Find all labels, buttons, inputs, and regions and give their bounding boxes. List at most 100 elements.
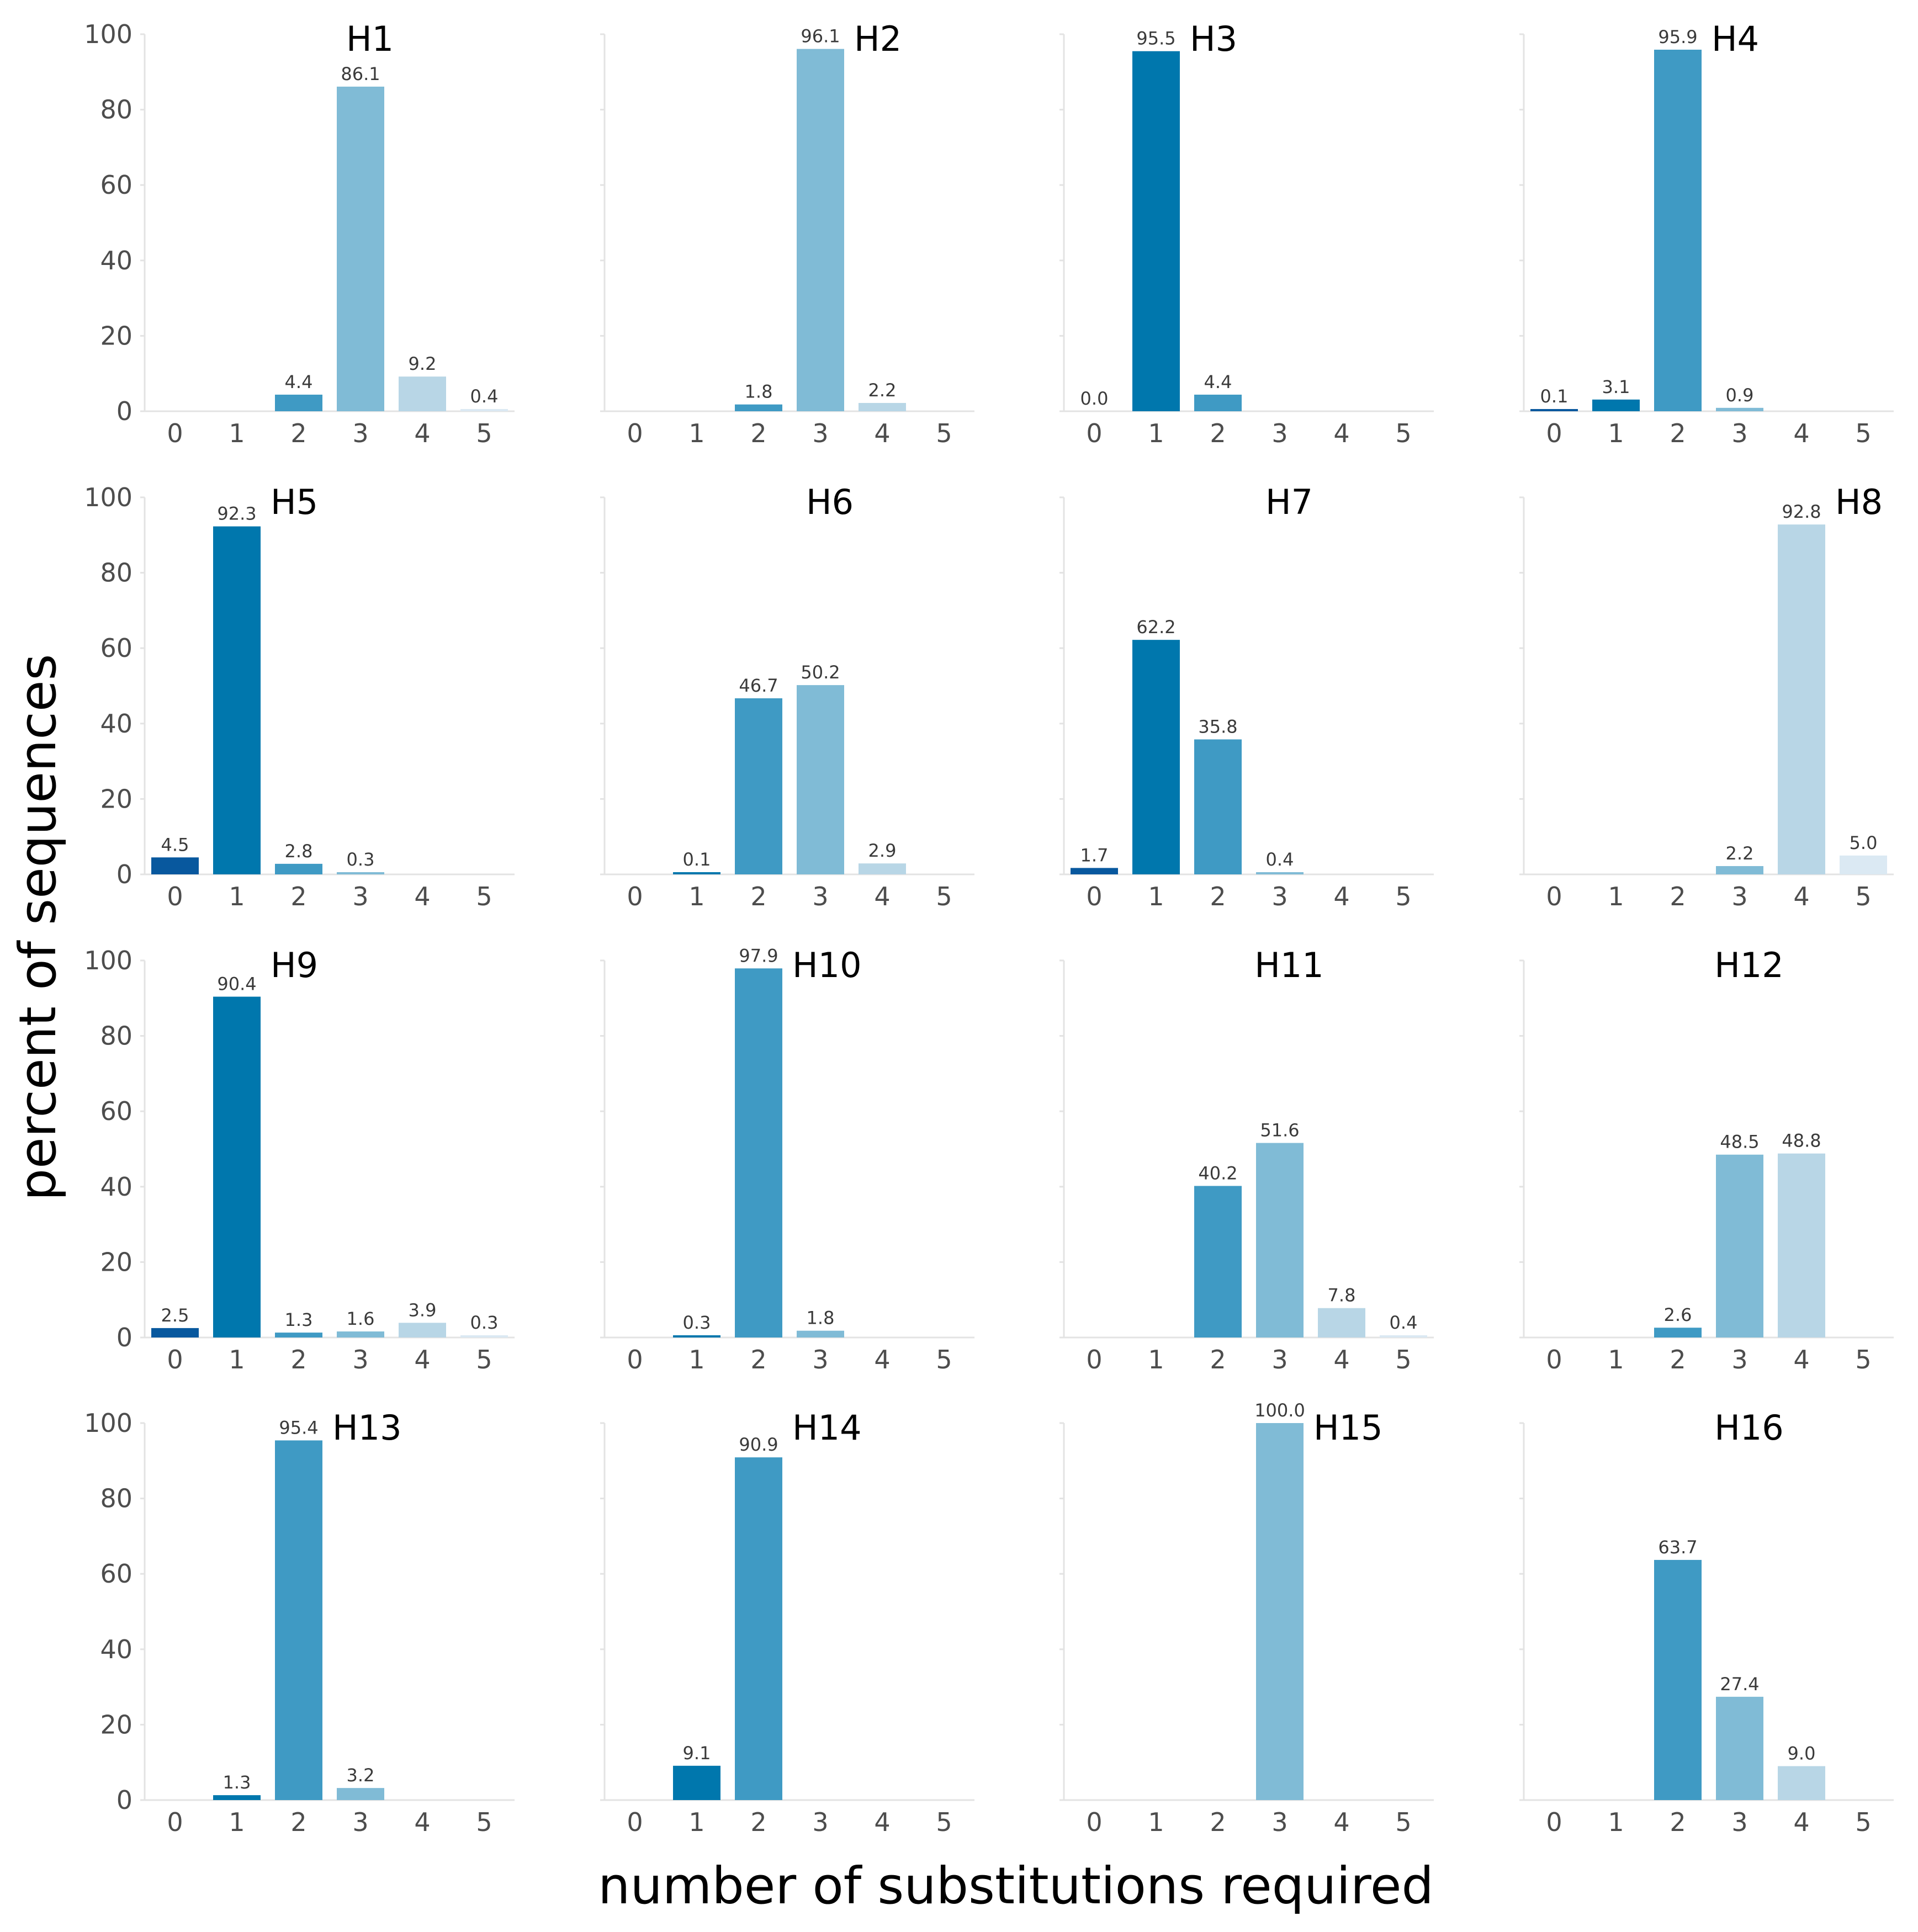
x-tick-label: 1 — [1148, 882, 1164, 911]
bar — [735, 968, 782, 1337]
x-tick-label: 1 — [688, 418, 704, 448]
data-label: 4.5 — [161, 834, 189, 855]
data-label: 0.4 — [1266, 849, 1294, 870]
bar — [213, 1795, 261, 1800]
panel-title: H15 — [1313, 1408, 1383, 1448]
data-label: 48.8 — [1782, 1130, 1821, 1151]
x-tick-label: 0 — [1086, 1807, 1102, 1837]
panel-title: H3 — [1190, 19, 1237, 59]
panel-title: H13 — [332, 1408, 402, 1448]
y-tick-label: 40 — [100, 709, 133, 739]
data-label: 0.4 — [470, 386, 499, 407]
panel-h2: 0 1 2 1.8 3 96.1 4 2.2 5 H2 — [600, 19, 974, 448]
x-tick-label: 4 — [1333, 418, 1349, 448]
x-tick-label: 4 — [874, 882, 890, 911]
x-tick-label: 1 — [1608, 882, 1624, 911]
data-label: 95.4 — [279, 1417, 318, 1438]
data-label: 5.0 — [1850, 832, 1878, 853]
x-tick-label: 2 — [1670, 882, 1686, 911]
data-label: 2.2 — [1726, 843, 1754, 864]
panel-h13: 0 20 40 60 80 100 0 1 1.3 2 95.4 3 3.2 4 5 H13 — [84, 1408, 515, 1837]
data-label: 0.3 — [683, 1312, 711, 1333]
x-tick-label: 0 — [167, 1345, 183, 1374]
bar — [1840, 855, 1887, 874]
bar — [1778, 1766, 1825, 1800]
data-label: 9.2 — [409, 353, 437, 374]
x-tick-label: 4 — [874, 418, 890, 448]
y-tick-label: 60 — [100, 1559, 133, 1589]
bar — [1530, 409, 1578, 411]
bar — [337, 86, 384, 411]
x-tick-label: 3 — [352, 418, 368, 448]
bar — [673, 1335, 720, 1337]
x-tick-label: 3 — [812, 882, 828, 911]
y-tick-label: 80 — [100, 558, 133, 588]
x-tick-label: 5 — [476, 1807, 492, 1837]
panel-title: H1 — [346, 19, 394, 59]
bar — [275, 394, 322, 411]
x-tick-label: 0 — [1086, 418, 1102, 448]
y-tick-label: 80 — [100, 1484, 133, 1514]
y-tick-label: 100 — [84, 1408, 133, 1438]
x-tick-label: 2 — [1670, 1345, 1686, 1374]
data-label: 3.2 — [347, 1765, 375, 1786]
panel-title: H10 — [792, 945, 862, 985]
data-label: 1.6 — [347, 1308, 375, 1329]
data-label: 1.8 — [807, 1308, 835, 1329]
data-label: 1.3 — [285, 1309, 313, 1330]
x-tick-label: 2 — [1670, 1807, 1686, 1837]
bar — [1194, 1186, 1242, 1337]
bar — [213, 996, 261, 1337]
x-tick-label: 1 — [1608, 418, 1624, 448]
data-label: 7.8 — [1328, 1285, 1356, 1306]
bar — [1318, 1308, 1365, 1337]
y-tick-label: 20 — [100, 321, 133, 351]
panel-title: H7 — [1265, 482, 1313, 522]
x-tick-label: 3 — [352, 1345, 368, 1374]
x-tick-label: 3 — [812, 1807, 828, 1837]
panel-h7: 0 1.7 1 62.2 2 35.8 3 0.4 4 5 H7 — [1059, 482, 1434, 911]
data-label: 1.3 — [223, 1772, 251, 1793]
x-tick-label: 5 — [1855, 882, 1871, 911]
data-label: 86.1 — [341, 63, 380, 84]
x-tick-label: 0 — [1546, 882, 1562, 911]
bar — [673, 872, 720, 874]
bar — [859, 863, 906, 874]
data-label: 95.9 — [1658, 26, 1697, 47]
x-tick-label: 0 — [167, 1807, 183, 1837]
x-tick-label: 0 — [167, 882, 183, 911]
bar — [1716, 407, 1763, 411]
panel-h6: 0 1 0.1 2 46.7 3 50.2 4 2.9 5 H6 — [600, 482, 974, 911]
x-tick-label: 1 — [229, 1807, 245, 1837]
x-tick-label: 1 — [1148, 418, 1164, 448]
x-tick-label: 0 — [1086, 1345, 1102, 1374]
data-label: 95.5 — [1136, 28, 1175, 49]
x-tick-label: 3 — [812, 1345, 828, 1374]
y-tick-label: 20 — [100, 1710, 133, 1739]
x-tick-label: 4 — [1333, 882, 1349, 911]
x-tick-label: 4 — [1333, 1345, 1349, 1374]
panel-h4: 0 0.1 1 3.1 2 95.9 3 0.9 4 5 H4 — [1519, 19, 1894, 448]
bar — [735, 1457, 782, 1800]
x-tick-label: 0 — [1546, 1345, 1562, 1374]
bar — [1380, 1335, 1427, 1337]
panel-h12: 0 1 2 2.6 3 48.5 4 48.8 5 H12 — [1519, 945, 1894, 1374]
x-tick-label: 5 — [936, 418, 952, 448]
panel-h3: 0 0.0 1 95.5 2 4.4 3 4 5 H3 — [1059, 19, 1434, 448]
bar — [1716, 1154, 1763, 1337]
x-tick-label: 5 — [936, 882, 952, 911]
bar — [275, 863, 322, 874]
x-tick-label: 1 — [688, 882, 704, 911]
data-label: 9.1 — [683, 1743, 711, 1764]
x-tick-label: 1 — [229, 418, 245, 448]
y-tick-label: 100 — [84, 19, 133, 49]
bar — [1592, 399, 1640, 411]
y-tick-label: 60 — [100, 633, 133, 663]
bar — [735, 698, 782, 874]
data-label: 40.2 — [1198, 1163, 1237, 1183]
y-tick-label: 60 — [100, 1096, 133, 1126]
data-label: 1.7 — [1080, 845, 1109, 866]
x-tick-label: 1 — [229, 882, 245, 911]
data-label: 4.4 — [1204, 371, 1232, 392]
bar — [797, 685, 844, 874]
